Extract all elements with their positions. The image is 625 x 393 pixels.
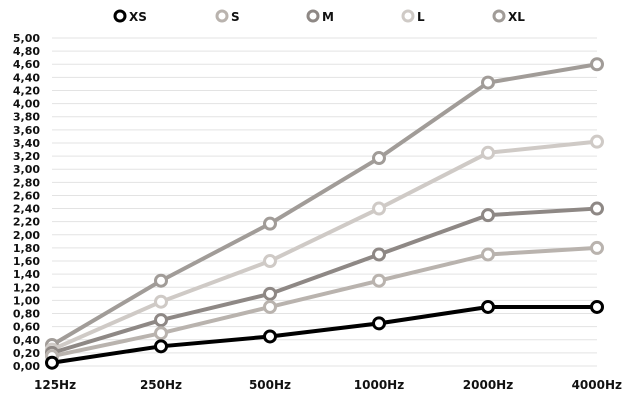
data-point (154, 294, 168, 309)
data-point (45, 355, 59, 370)
x-tick-label: 1000Hz (354, 378, 404, 392)
data-point (372, 247, 386, 262)
y-tick-label: 0,00 (13, 360, 40, 373)
data-point (263, 299, 277, 314)
data-point (481, 247, 495, 262)
y-tick-label: 3,00 (13, 163, 40, 176)
y-tick-label: 2,20 (13, 216, 40, 229)
data-point (590, 299, 604, 314)
data-point (590, 134, 604, 149)
data-point (263, 216, 277, 231)
x-tick-label: 2000Hz (463, 378, 513, 392)
y-tick-label: 0,60 (13, 321, 40, 334)
data-point (590, 240, 604, 255)
y-tick-label: 3,80 (13, 111, 40, 124)
series-xl (45, 57, 604, 353)
data-point (481, 145, 495, 160)
y-tick-label: 4,80 (13, 45, 40, 58)
legend-item-s: S (215, 9, 240, 24)
legend-label: XL (508, 10, 525, 24)
series-line (51, 206, 598, 355)
y-tick-label: 2,40 (13, 203, 40, 216)
legend: XS S M L XL (113, 9, 525, 24)
legend-label: L (417, 10, 425, 24)
y-tick-label: 1,20 (13, 281, 40, 294)
data-point (372, 151, 386, 166)
y-tick-label: 4,20 (13, 84, 40, 97)
y-tick-label: 2,00 (13, 229, 40, 242)
x-axis-tick-labels: 125Hz 250Hz 500Hz 1000Hz 2000Hz 4000Hz (34, 378, 622, 392)
legend-label: M (322, 10, 334, 24)
y-tick-label: 4,60 (13, 58, 40, 71)
legend-label: XS (129, 10, 147, 24)
series-line (51, 304, 597, 365)
y-axis-tick-labels: 0,000,200,400,600,801,001,201,401,601,80… (13, 32, 40, 373)
series-line (51, 245, 598, 359)
data-point (590, 57, 604, 72)
y-tick-label: 2,60 (13, 189, 40, 202)
y-tick-label: 2,80 (13, 176, 40, 189)
data-point (154, 339, 168, 354)
y-tick-label: 1,80 (13, 242, 40, 255)
data-point (263, 254, 277, 269)
y-tick-label: 3,40 (13, 137, 40, 150)
x-tick-label: 500Hz (249, 378, 291, 392)
legend-item-xl: XL (492, 9, 525, 24)
data-point (481, 208, 495, 223)
series-m (45, 201, 604, 360)
legend-marker (401, 9, 415, 23)
data-point (590, 201, 604, 216)
series-line (50, 62, 598, 347)
legend-marker (113, 9, 127, 23)
x-tick-label: 250Hz (140, 378, 182, 392)
series-lines (45, 57, 604, 370)
y-tick-label: 3,60 (13, 124, 40, 137)
y-tick-label: 5,00 (13, 32, 40, 45)
legend-item-m: M (306, 9, 334, 24)
y-tick-label: 0,20 (13, 347, 40, 360)
y-tick-label: 3,20 (13, 150, 40, 163)
data-point (263, 329, 277, 344)
data-point (481, 299, 495, 314)
legend-item-l: L (401, 9, 425, 24)
data-point (154, 273, 168, 288)
legend-marker (215, 9, 229, 23)
data-point (372, 316, 386, 331)
data-point (372, 201, 386, 216)
y-tick-label: 0,40 (13, 334, 40, 347)
x-tick-label: 125Hz (34, 378, 76, 392)
legend-item-xs: XS (113, 9, 147, 24)
series-xs (45, 299, 604, 370)
y-tick-label: 0,80 (13, 308, 40, 321)
y-tick-label: 1,60 (13, 255, 40, 268)
y-tick-label: 4,00 (13, 98, 40, 111)
x-tick-label: 4000Hz (572, 378, 622, 392)
legend-marker (492, 9, 506, 23)
data-point (154, 326, 168, 341)
y-tick-label: 1,00 (13, 294, 40, 307)
legend-marker (306, 9, 320, 23)
data-point (263, 286, 277, 301)
data-point (481, 75, 495, 90)
data-point (372, 273, 386, 288)
series-line (51, 139, 598, 352)
y-tick-label: 4,40 (13, 71, 40, 84)
legend-label: S (231, 10, 240, 24)
data-point (154, 313, 168, 328)
y-tick-label: 1,40 (13, 268, 40, 281)
series-s (45, 240, 604, 364)
gridlines (52, 37, 597, 367)
